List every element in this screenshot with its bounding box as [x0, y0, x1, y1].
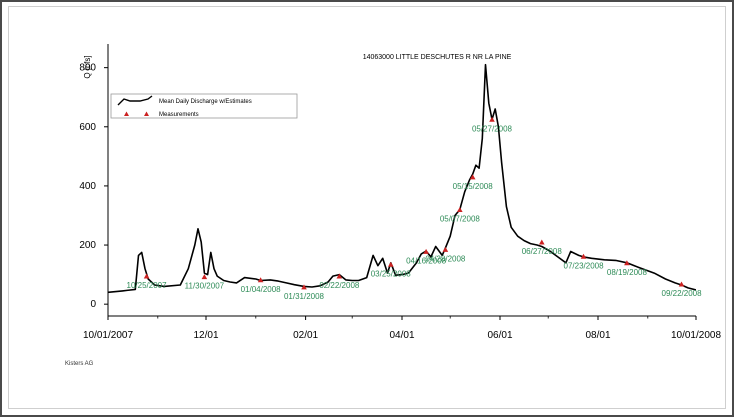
x-tick-label: 06/01: [487, 330, 512, 341]
chart-panel: [8, 6, 726, 409]
y-tick-label: 200: [79, 240, 96, 251]
measurement-label: 07/23/2008: [564, 261, 605, 270]
measurement-label: 10/25/2007: [127, 281, 168, 290]
chart-title: 14063000 LITTLE DESCHUTES R NR LA PINE: [363, 54, 512, 61]
measurement-marker: [678, 281, 685, 287]
measurement-marker: [580, 253, 587, 259]
discharge-series: [108, 63, 696, 294]
measurement-label: 09/22/2008: [662, 289, 703, 298]
measurement-label: 03/25/2008: [371, 269, 412, 278]
measurement-label: 05/07/2008: [440, 215, 481, 224]
measurement-marker: [489, 116, 495, 122]
legend-box: [110, 93, 298, 119]
x-tick-label: 10/01/2008: [671, 330, 721, 341]
y-tick-label: 600: [79, 122, 96, 133]
measurement-marker: [469, 174, 476, 180]
legend-marker-label: Measurements: [159, 112, 199, 118]
measurement-label: 01/31/2008: [284, 292, 325, 301]
measurement-marker: [457, 207, 463, 212]
measurement-markers: 10/25/2007 11/30/2007 01/04/200801/31/2008…: [127, 116, 703, 301]
y-tick-label: 0: [90, 299, 96, 310]
measurement-marker: [301, 284, 307, 290]
measurement-label: 05/15/2008: [453, 182, 494, 191]
x-tick-label: 12/01: [193, 330, 218, 341]
y-tick-label: 800: [79, 63, 96, 74]
x-tick-label: 04/01: [389, 330, 414, 341]
y-tick-label: 400: [79, 181, 96, 192]
x-tick-label: 08/01: [585, 330, 610, 341]
measurement-label: 05/27/2008: [472, 124, 513, 133]
measurement-label: 11/30/2007: [185, 282, 225, 291]
discharge-line: [108, 63, 696, 294]
y-axis-label: Q [cfs]: [83, 55, 92, 78]
measurement-marker: [442, 246, 449, 252]
x-tick-label: 10/01/2007: [83, 330, 133, 341]
measurement-label: 06/27/2008: [522, 247, 563, 256]
measurement-marker: [257, 277, 264, 283]
measurement-marker: [143, 273, 150, 279]
x-tick-label: 02/01: [293, 330, 318, 341]
measurement-marker: [336, 273, 343, 279]
measurement-label: 08/19/2008: [607, 268, 648, 277]
axes: 0 200 400 600 800 10/01/2007 12/01 02/01 04/01 06…: [79, 44, 721, 341]
measurement-label: 04/28/2008: [425, 254, 466, 263]
measurement-marker: [624, 260, 630, 266]
measurement-marker: [201, 274, 208, 280]
legend-line-label: Mean Daily Discharge w/Estimates: [159, 99, 252, 105]
legend-marker-swatch: [124, 111, 129, 116]
measurement-label: 02/22/2008: [319, 281, 360, 290]
credit-text: Kisters AG: [65, 361, 94, 367]
legend-marker-swatch: [144, 111, 149, 116]
measurement-marker: [539, 239, 545, 245]
measurement-marker: [388, 261, 394, 267]
measurement-marker: [423, 248, 429, 254]
measurement-label: 01/04/2008: [241, 285, 282, 294]
legend: Mean Daily Discharge w/Estimates Measure…: [110, 93, 298, 119]
measurement-label: 04/16/2008: [406, 257, 447, 266]
legend-line-swatch: [117, 95, 153, 106]
